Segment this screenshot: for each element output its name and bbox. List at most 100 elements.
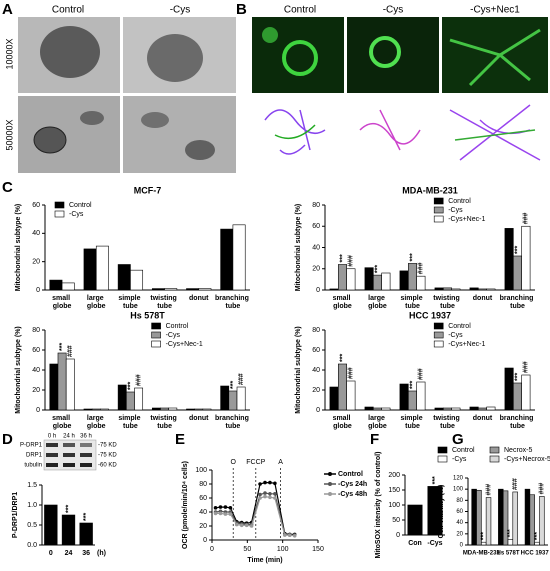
y-tick-label: 80 xyxy=(312,327,320,334)
bar xyxy=(481,541,487,546)
y-tick-label: 40 xyxy=(312,244,320,251)
legend-swatch xyxy=(489,446,500,454)
significance: ### xyxy=(523,212,530,224)
significance: *** xyxy=(409,381,416,389)
legend-swatch xyxy=(54,210,65,218)
x-tick-label: branching tube xyxy=(215,415,251,430)
legend-swatch xyxy=(433,215,444,223)
bar xyxy=(329,386,339,411)
marker-label: -75 KD xyxy=(98,453,117,459)
bar xyxy=(346,380,356,411)
y-tick-label: 20 xyxy=(199,523,207,530)
bar xyxy=(477,407,487,411)
x-tick-label: large globe xyxy=(368,295,387,310)
bar xyxy=(407,390,417,411)
x-tick-label: branching tube xyxy=(500,295,536,310)
significance: *** xyxy=(514,373,521,381)
legend-swatch xyxy=(433,340,444,348)
point xyxy=(268,492,272,496)
bar xyxy=(202,408,212,411)
x-tick-label: branching tube xyxy=(500,415,536,430)
legend-label: Control xyxy=(452,447,475,454)
bar xyxy=(228,390,238,411)
em-images xyxy=(18,17,236,173)
x-tick-label: 150 xyxy=(312,546,324,553)
x-tick-label: twisting tube xyxy=(433,295,461,310)
significance: *** xyxy=(339,354,346,362)
legend-label: -Cys xyxy=(448,332,463,339)
injection-label: A xyxy=(278,459,283,466)
bar xyxy=(346,268,356,291)
panel-label: G xyxy=(452,431,464,448)
point xyxy=(273,492,277,496)
legend-label: -Cys xyxy=(448,207,463,214)
y-axis-title: Cell viability (%) xyxy=(438,485,445,539)
significance: *** xyxy=(127,382,134,390)
blot-row-label: tubulin xyxy=(24,463,42,469)
blot-row-label: P-DRP1 xyxy=(20,443,43,449)
panel-label: E xyxy=(175,431,185,448)
x-tick-label: 24 xyxy=(65,550,73,557)
significance: ### xyxy=(348,367,355,379)
y-tick-label: 0.5 xyxy=(27,522,37,529)
legend-label: -Cys xyxy=(166,332,181,339)
bar xyxy=(407,263,417,291)
point xyxy=(228,506,233,510)
significance: *** xyxy=(339,254,346,262)
bar xyxy=(83,408,93,411)
significance: *** xyxy=(481,532,488,540)
y-tick-label: 60 xyxy=(32,347,40,354)
legend-swatch xyxy=(433,197,444,205)
x-axis-title: Time (min) xyxy=(247,557,282,564)
marker-label: -75 KD xyxy=(98,443,117,449)
bar xyxy=(486,406,496,411)
x-tick-label: 0 xyxy=(210,546,214,553)
point xyxy=(218,505,223,509)
x-tick-label: -Cys xyxy=(427,540,442,547)
significance: *** xyxy=(65,505,72,513)
point xyxy=(258,492,262,497)
significance: *** xyxy=(409,253,416,261)
x-tick-label: small globe xyxy=(52,295,72,310)
bar xyxy=(83,248,97,291)
y-tick-label: 200 xyxy=(388,472,400,479)
bar xyxy=(534,541,540,546)
fluorescence-images xyxy=(252,17,548,173)
bar xyxy=(164,288,178,291)
point xyxy=(244,523,249,528)
bar xyxy=(126,391,135,411)
legend-swatch xyxy=(328,492,332,496)
bar xyxy=(198,288,212,291)
column-label: -Cys xyxy=(170,5,191,16)
bar xyxy=(502,490,509,546)
x-tick-label: 100 xyxy=(277,546,289,553)
bar xyxy=(486,288,496,291)
bar xyxy=(91,408,101,411)
x-tick-label: large globe xyxy=(87,415,106,430)
x-tick-label: 50 xyxy=(243,546,251,553)
bar xyxy=(407,504,423,536)
point xyxy=(228,512,233,516)
y-tick-label: 0 xyxy=(36,287,40,294)
y-axis-title: MitoSOX intensity (% of control) xyxy=(375,452,382,559)
y-tick-label: 60 xyxy=(312,223,320,230)
panel-label: A xyxy=(2,1,13,18)
y-tick-label: 20 xyxy=(312,387,320,394)
y-tick-label: 0 xyxy=(396,532,400,539)
row-label: 10000X xyxy=(4,38,14,69)
x-tick-label: donut xyxy=(189,415,209,422)
legend-swatch xyxy=(54,201,65,209)
lane-label: 0 h xyxy=(48,434,56,440)
x-tick-label: twisting tube xyxy=(433,415,461,430)
y-tick-label: 120 xyxy=(453,476,464,482)
bar xyxy=(434,407,444,411)
injection-label: O xyxy=(230,459,236,466)
lane-label: 24 h xyxy=(63,434,75,440)
legend-label: Control xyxy=(69,202,92,209)
y-tick-label: 40 xyxy=(456,520,463,526)
bar xyxy=(529,494,535,546)
chart-title: MCF-7 xyxy=(134,185,162,195)
bar xyxy=(504,367,514,411)
bar xyxy=(476,489,482,546)
point xyxy=(287,533,292,537)
